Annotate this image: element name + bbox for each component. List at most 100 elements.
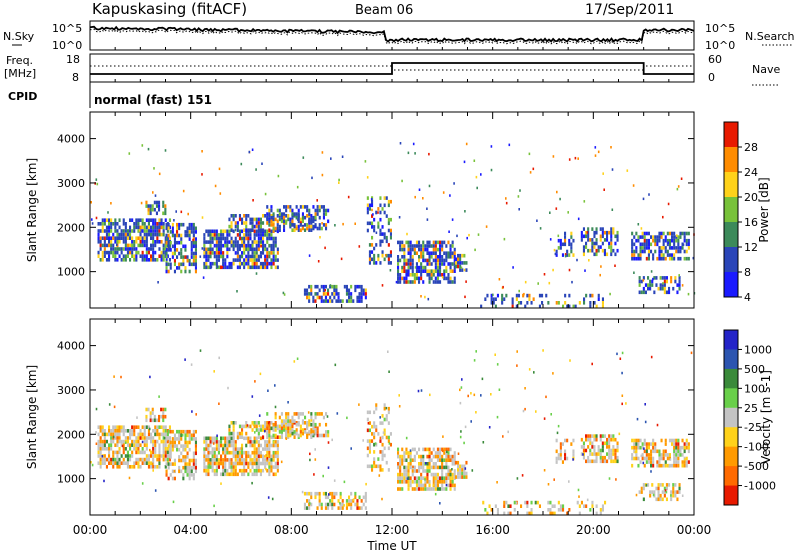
scatter-cell <box>664 442 667 446</box>
scatter-cell <box>171 226 174 231</box>
scatter-cell <box>589 452 592 456</box>
scatter-cell <box>606 234 609 239</box>
scatter-cell <box>454 460 457 465</box>
scatter-cell <box>216 434 218 437</box>
scatter-cell <box>381 253 384 258</box>
scatter-cell <box>389 250 392 254</box>
scatter-cell <box>158 443 161 447</box>
scatter-cell <box>316 212 319 216</box>
scatter-cell <box>137 218 140 222</box>
scatter-cell <box>418 487 421 491</box>
scatter-cell <box>411 247 414 252</box>
scatter-cell <box>673 242 676 247</box>
scatter-cell <box>507 504 510 508</box>
scatter-cell <box>105 218 108 222</box>
scatter-cell <box>407 251 410 255</box>
scatter-cell <box>236 435 239 439</box>
scatter-cell <box>639 438 642 443</box>
scatter-cell <box>203 458 206 462</box>
scatter-cell <box>379 217 382 222</box>
scatter-cell <box>441 487 444 491</box>
scatter-cell <box>413 247 416 252</box>
scatter-cell <box>316 426 319 431</box>
scatter-cell <box>661 276 664 280</box>
scatter-cell <box>133 425 136 429</box>
scatter-cell <box>517 301 520 305</box>
scatter-cell <box>133 432 136 437</box>
scatter-cell <box>135 254 138 258</box>
scatter-cell <box>333 288 336 293</box>
scatter-cell <box>676 290 679 295</box>
scatter-cell <box>274 217 277 222</box>
scatter-cell <box>276 458 279 462</box>
scatter-cell <box>366 196 369 200</box>
scatter-cell <box>186 444 189 448</box>
station-title: Kapuskasing (fitACF) <box>92 0 247 18</box>
scatter-cell <box>171 222 174 227</box>
scatter-cell <box>245 243 248 248</box>
scatter-cell <box>178 447 181 452</box>
freq-left-label: Freq. <box>6 54 33 67</box>
scatter-cell <box>194 444 197 448</box>
scatter-cell <box>367 422 370 425</box>
scatter-cell <box>128 152 131 155</box>
scatter-cell <box>401 269 404 273</box>
scatter-cell <box>383 257 386 262</box>
scatter-cell <box>270 435 273 439</box>
scatter-cell <box>114 432 117 437</box>
scatter-cell <box>595 434 598 438</box>
scatter-cell <box>426 462 429 466</box>
scatter-cell <box>266 212 269 216</box>
scatter-cell <box>180 433 183 438</box>
scatter-cell <box>215 468 218 473</box>
scatter-cell <box>661 283 664 287</box>
scatter-cell <box>213 440 216 444</box>
scatter-cell <box>137 457 140 462</box>
scatter-cell <box>552 268 554 272</box>
scatter-cell <box>610 230 613 235</box>
scatter-cell <box>432 462 435 466</box>
scatter-cell <box>154 465 157 469</box>
scatter-cell <box>310 422 313 427</box>
scatter-cell <box>112 236 115 240</box>
scatter-cell <box>274 254 277 259</box>
scatter-cell <box>692 256 695 260</box>
scatter-cell <box>251 251 254 255</box>
scatter-cell <box>301 205 304 209</box>
scatter-cell <box>447 451 450 455</box>
scatter-cell <box>168 454 170 457</box>
scatter-cell <box>441 276 444 279</box>
scatter-cell <box>131 429 134 433</box>
scatter-cell <box>274 450 277 455</box>
scatter-cell <box>324 495 327 500</box>
scatter-cell <box>168 218 171 222</box>
scatter-cell <box>659 497 662 502</box>
scatter-cell <box>532 167 535 171</box>
scatter-cell <box>255 468 258 473</box>
scatter-cell <box>368 410 371 415</box>
scatter-cell <box>664 246 667 250</box>
scatter-cell <box>316 292 319 296</box>
scatter-cell <box>530 500 533 505</box>
scatter-cell <box>165 473 168 477</box>
scatter-cell <box>167 429 170 434</box>
scatter-cell <box>234 458 237 462</box>
scatter-cell <box>124 222 127 226</box>
scatter-cell <box>310 288 313 293</box>
scatter-cell <box>186 451 189 456</box>
scatter-cell <box>274 428 277 432</box>
scatter-cell <box>671 246 674 250</box>
scatter-cell <box>274 412 277 416</box>
scatter-cell <box>599 234 602 239</box>
scatter-cell <box>655 283 658 287</box>
scatter-cell <box>599 245 602 249</box>
scatter-cell <box>167 269 170 274</box>
scatter-cell <box>601 241 604 246</box>
scatter-cell <box>188 230 191 234</box>
scatter-cell <box>145 247 148 251</box>
scatter-cell <box>428 458 431 462</box>
scatter-cell <box>176 230 179 234</box>
scatter-cell <box>496 481 498 484</box>
scatter-cell <box>570 231 573 236</box>
scatter-cell <box>449 476 452 480</box>
